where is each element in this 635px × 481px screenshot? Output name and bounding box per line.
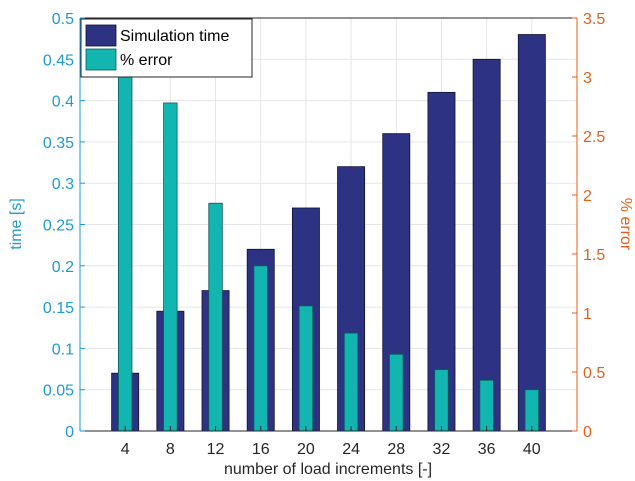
right-tick-label: 2.5	[583, 129, 605, 146]
x-tick-label: 28	[387, 441, 405, 458]
left-tick-label: 0.05	[43, 383, 74, 400]
bar-simulation-time-40	[517, 34, 546, 432]
right-tick-label: 1.5	[583, 247, 605, 264]
legend-label-simulation-time: Simulation time	[120, 28, 229, 45]
left-tick-label: 0.45	[43, 52, 74, 69]
bar-error-32	[434, 369, 449, 432]
y-axis-label-left: time [s]	[8, 198, 25, 250]
right-tick-label: 3	[583, 70, 592, 87]
x-tick-label: 12	[207, 441, 225, 458]
bar-error-4	[118, 76, 133, 432]
legend-label-error: % error	[120, 52, 173, 69]
left-tick-label: 0.35	[43, 135, 74, 152]
x-axis-label: number of load increments [-]	[224, 461, 432, 478]
x-tick-label: 24	[342, 441, 360, 458]
error-bars	[118, 76, 539, 432]
left-tick-label: 0.5	[52, 11, 74, 28]
bar-error-40	[524, 389, 539, 432]
right-tick-label: 3.5	[583, 11, 605, 28]
bar-simulation-time-36	[472, 58, 501, 432]
right-tick-label: 0	[583, 424, 592, 441]
bar-error-16	[253, 265, 268, 432]
bar-error-36	[479, 379, 494, 432]
left-tick-label: 0	[65, 424, 74, 441]
x-tick-label: 40	[523, 441, 541, 458]
left-axis-ticks: 0 0.05 0.1 0.15 0.2 0.25 0.3 0.35 0.4 0.45 0.5	[43, 11, 85, 441]
x-tick-label: 20	[297, 441, 315, 458]
legend-swatch-error	[85, 48, 117, 71]
left-tick-label: 0.3	[52, 176, 74, 193]
left-tick-label: 0.2	[52, 259, 74, 276]
x-tick-label: 36	[478, 441, 496, 458]
legend: Simulation time % error	[80, 18, 253, 78]
right-tick-label: 1	[583, 306, 592, 323]
bar-error-24	[343, 332, 359, 432]
x-tick-label: 16	[252, 441, 270, 458]
bar-error-28	[389, 353, 404, 432]
right-axis-ticks: 0 0.5 1 1.5 2 2.5 3 3.5	[572, 11, 605, 441]
x-axis-ticks: 4 8 12 16 20 24 28 32 36 40	[121, 426, 541, 458]
x-tick-label: 4	[121, 441, 130, 458]
x-tick-label: 8	[166, 441, 175, 458]
left-tick-label: 0.4	[52, 94, 74, 111]
bar-error-12	[208, 202, 223, 432]
x-tick-label: 32	[433, 441, 451, 458]
y-axis-label-right: % error	[617, 198, 634, 251]
legend-swatch-simulation-time	[85, 24, 117, 47]
left-tick-label: 0.25	[43, 218, 74, 235]
left-tick-label: 0.1	[52, 341, 74, 358]
right-tick-label: 0.5	[583, 365, 605, 382]
left-tick-label: 0.15	[43, 300, 74, 317]
bar-error-20	[298, 305, 314, 432]
right-tick-label: 2	[583, 188, 592, 205]
bar-error-8	[163, 102, 178, 432]
